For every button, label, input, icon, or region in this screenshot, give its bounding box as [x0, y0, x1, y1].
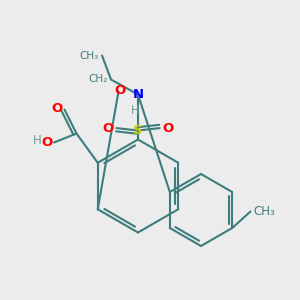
Text: CH₃: CH₃ [254, 205, 275, 218]
Text: S: S [133, 124, 143, 137]
Text: O: O [102, 122, 113, 135]
Text: O: O [41, 136, 52, 149]
Text: H: H [130, 103, 139, 116]
Text: H: H [33, 134, 41, 147]
Text: CH₃: CH₃ [80, 50, 99, 61]
Text: O: O [163, 122, 174, 135]
Text: CH₂: CH₂ [89, 74, 108, 85]
Text: O: O [52, 101, 63, 115]
Text: N: N [132, 88, 144, 101]
Text: O: O [114, 83, 126, 97]
